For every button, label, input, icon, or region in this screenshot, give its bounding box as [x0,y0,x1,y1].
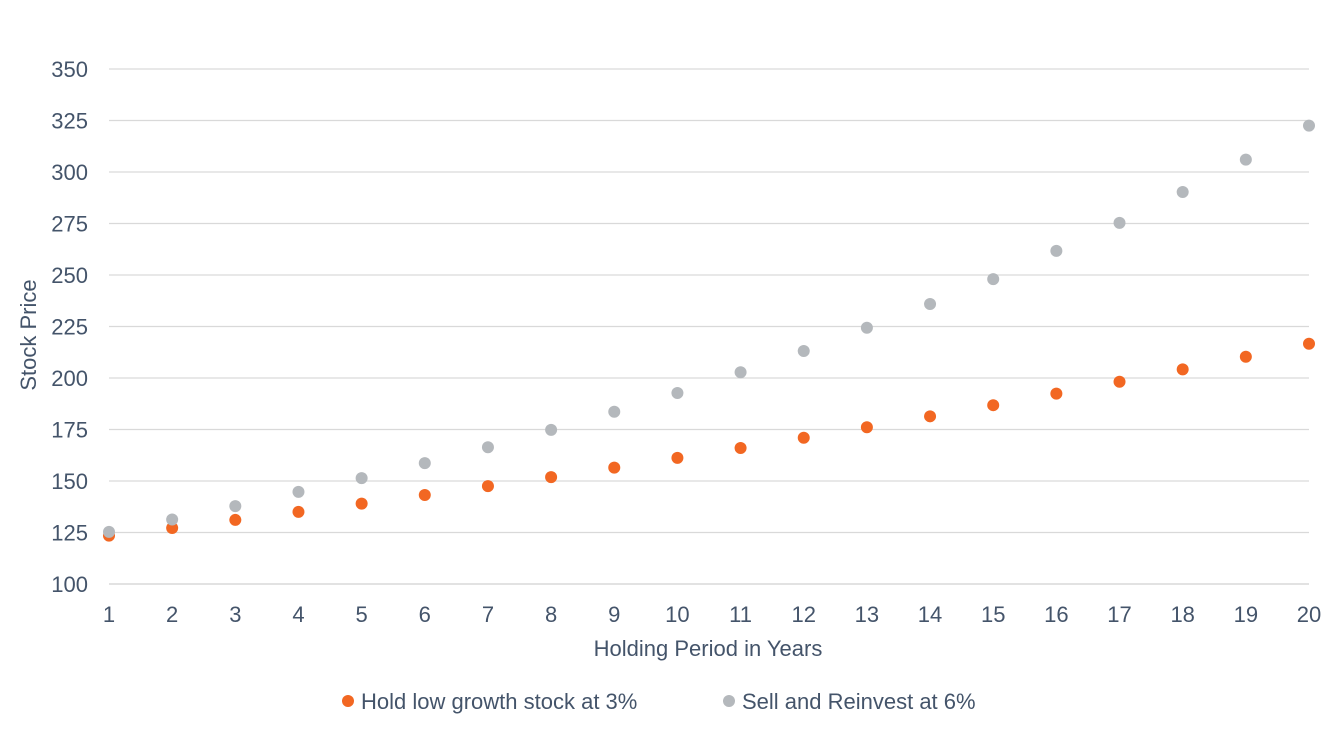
data-point-hold [671,451,684,464]
y-tick-label: 300 [51,160,88,185]
data-point-reinvest [229,500,242,513]
x-tick-label: 6 [419,602,431,627]
data-point-hold [1303,337,1315,350]
gridlines [109,68,1309,585]
data-point-hold [418,489,431,502]
x-tick-label: 7 [482,602,494,627]
data-point-reinvest [1113,216,1126,229]
y-axis-tick-labels: 100 125 150 175 200 225 250 275 300 325 350 [51,57,88,597]
x-tick-label: 2 [166,602,178,627]
data-point-reinvest [103,525,115,538]
data-point-hold [355,497,368,510]
x-tick-label: 10 [665,602,689,627]
y-tick-label: 325 [51,109,88,134]
y-tick-label: 275 [51,212,88,237]
data-point-reinvest [481,441,494,454]
data-point-hold [924,410,937,423]
data-point-reinvest [734,366,747,379]
data-point-hold [860,421,873,434]
y-tick-label: 250 [51,263,88,288]
x-tick-label: 17 [1107,602,1131,627]
x-tick-label: 12 [791,602,815,627]
data-point-hold [1176,363,1189,376]
x-tick-label: 9 [608,602,620,627]
data-point-hold [1113,375,1126,388]
data-point-reinvest [1303,119,1315,132]
x-tick-label: 20 [1297,602,1321,627]
data-point-reinvest [1050,244,1063,257]
data-point-reinvest [797,345,810,358]
y-tick-label: 350 [51,57,88,82]
x-tick-label: 8 [545,602,557,627]
x-tick-label: 3 [229,602,241,627]
y-tick-label: 150 [51,469,88,494]
legend-label-hold: Hold low growth stock at 3% [361,689,637,714]
data-point-hold [1050,387,1063,400]
data-point-hold [608,461,621,474]
x-tick-label: 19 [1234,602,1258,627]
data-point-reinvest [860,321,873,334]
y-axis-title: Stock Price [16,279,41,390]
y-tick-label: 125 [51,521,88,546]
x-tick-label: 18 [1170,602,1194,627]
x-tick-label: 13 [855,602,879,627]
x-axis-title: Holding Period in Years [594,636,823,661]
data-point-hold [292,505,305,518]
legend-marker-reinvest [723,695,735,707]
x-tick-label: 5 [356,602,368,627]
legend-label-reinvest: Sell and Reinvest at 6% [742,689,976,714]
data-point-hold [987,399,1000,412]
x-tick-label: 11 [729,602,752,627]
data-point-hold [545,471,558,484]
y-tick-label: 175 [51,418,88,443]
y-tick-label: 225 [51,315,88,340]
data-point-hold [166,521,179,534]
data-point-reinvest [418,457,431,470]
data-point-hold [797,431,810,444]
data-point-reinvest [292,485,305,498]
y-tick-label: 200 [51,366,88,391]
data-points [103,119,1315,542]
x-tick-label: 15 [981,602,1005,627]
data-point-reinvest [1239,153,1252,166]
data-point-reinvest [1176,185,1189,198]
y-tick-label: 100 [51,572,88,597]
data-point-hold [734,442,747,455]
data-point-reinvest [545,423,558,436]
data-point-reinvest [166,513,179,526]
data-point-hold [1239,350,1252,363]
data-point-hold [229,513,242,526]
x-tick-label: 14 [918,602,942,627]
x-tick-label: 4 [292,602,304,627]
data-point-reinvest [671,387,684,400]
data-point-reinvest [987,273,1000,286]
data-point-reinvest [924,298,937,311]
data-point-reinvest [355,472,368,485]
x-axis-tick-labels: 1 2 3 4 5 6 7 8 9 10 11 12 13 14 15 16 17 18 19 20 [103,602,1321,627]
legend-marker-hold [342,695,354,707]
legend: Hold low growth stock at 3% Sell and Rei… [342,689,976,714]
data-point-reinvest [608,405,621,418]
x-tick-label: 16 [1044,602,1068,627]
x-tick-label: 1 [103,602,115,627]
data-point-hold [481,480,494,493]
